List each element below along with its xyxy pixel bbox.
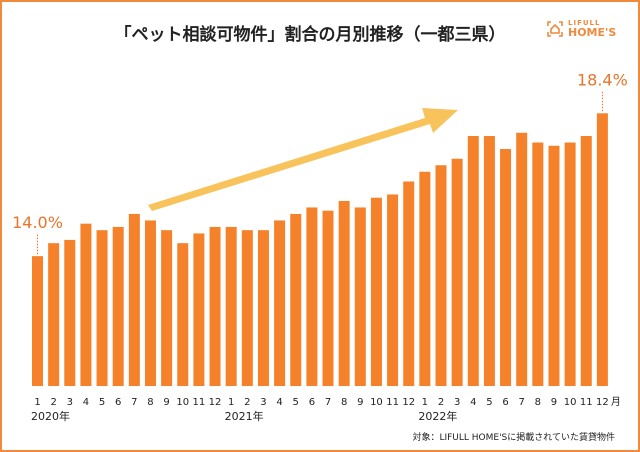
- bar: [419, 171, 431, 386]
- x-tick-label: 8: [341, 397, 347, 408]
- bar: [322, 210, 334, 386]
- x-tick-label: 8: [535, 397, 541, 408]
- x-tick-label: 1: [34, 397, 40, 408]
- data-label: 14.0%: [12, 213, 63, 232]
- x-tick-label: 4: [470, 397, 476, 408]
- bar: [96, 230, 108, 386]
- bar: [516, 132, 528, 386]
- trend-arrow: [148, 108, 458, 211]
- x-tick-label: 1: [422, 397, 428, 408]
- bar: [32, 256, 43, 386]
- x-tick-label: 11: [580, 397, 593, 408]
- year-label: 2022年: [418, 409, 457, 423]
- bar: [48, 243, 60, 386]
- bar: [483, 136, 495, 386]
- x-tick-label: 9: [551, 397, 557, 408]
- x-tick-label: 12: [402, 397, 415, 408]
- x-tick-label: 9: [357, 397, 363, 408]
- bar: [128, 213, 140, 386]
- bar: [548, 145, 560, 386]
- bar: [257, 230, 269, 386]
- month-unit-label: 月: [611, 396, 621, 408]
- bar: [435, 165, 447, 386]
- x-tick-label: 2: [50, 397, 56, 408]
- bar: [370, 197, 382, 386]
- x-tick-label: 12: [209, 397, 222, 408]
- year-label: 2021年: [225, 409, 264, 423]
- x-tick-label: 3: [260, 397, 266, 408]
- data-label: 18.4%: [577, 70, 628, 89]
- year-label: 2020年: [31, 409, 70, 423]
- x-tick-label: 9: [163, 397, 169, 408]
- bar: [306, 207, 318, 386]
- x-tick-label: 2: [244, 397, 250, 408]
- x-tick-label: 7: [325, 397, 331, 408]
- x-tick-label: 4: [276, 397, 282, 408]
- chart-title: 「ペット相談可物件」割合の月別推移（一都三県）: [114, 25, 506, 45]
- bar: [161, 230, 173, 386]
- x-tick-label: 10: [564, 397, 577, 408]
- bar: [64, 239, 76, 386]
- bar: [274, 220, 286, 386]
- x-tick-label: 5: [293, 397, 299, 408]
- bar: [209, 226, 221, 386]
- bar: [338, 200, 350, 386]
- bar: [467, 136, 479, 386]
- bar: [144, 220, 156, 386]
- x-tick-label: 3: [454, 397, 460, 408]
- house-icon: [547, 21, 563, 37]
- x-tick-label: 10: [176, 397, 189, 408]
- bar: [112, 226, 124, 386]
- bar: [225, 226, 237, 386]
- bar: [290, 213, 302, 386]
- x-tick-label: 5: [486, 397, 492, 408]
- bar: [241, 230, 253, 386]
- x-tick-label: 11: [193, 397, 206, 408]
- x-tick-label: 6: [115, 397, 121, 408]
- x-tick-label: 11: [386, 397, 399, 408]
- bar: [177, 243, 189, 386]
- x-tick-label: 10: [370, 397, 383, 408]
- bar: [532, 142, 544, 386]
- bar: [403, 181, 415, 386]
- x-tick-label: 2: [438, 397, 444, 408]
- x-tick-label: 6: [309, 397, 315, 408]
- bar: [451, 158, 463, 386]
- x-tick-label: 6: [502, 397, 508, 408]
- x-tick-label: 7: [519, 397, 525, 408]
- bar: [80, 223, 92, 386]
- footnote: 対象：LIFULL HOME'Sに掲載されていた賃貸物件: [412, 433, 615, 443]
- logo-line1: LIFULL: [568, 19, 601, 27]
- x-tick-label: 4: [83, 397, 89, 408]
- x-tick-label: 8: [147, 397, 153, 408]
- bar: [387, 194, 399, 386]
- bar: [354, 207, 366, 386]
- x-tick-label: 5: [99, 397, 105, 408]
- bar: [596, 113, 608, 387]
- x-tick-label: 7: [131, 397, 137, 408]
- x-tick-label: 3: [67, 397, 73, 408]
- bar: [193, 233, 205, 386]
- bar: [500, 149, 512, 386]
- bar: [564, 142, 576, 386]
- x-tick-label: 12: [596, 397, 609, 408]
- lifull-homes-logo: LIFULL HOME'S: [546, 20, 616, 38]
- x-tick-label: 1: [228, 397, 234, 408]
- bar: [580, 136, 592, 386]
- logo-line2: HOME'S: [568, 26, 617, 39]
